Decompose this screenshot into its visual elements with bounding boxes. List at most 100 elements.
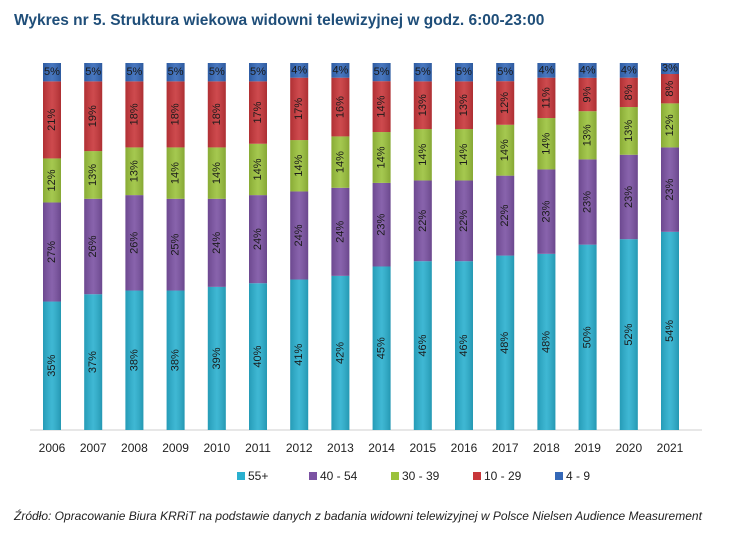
data-label-2013-0: 42% <box>334 342 346 364</box>
bar-shade-2013-0 <box>331 275 350 430</box>
x-tick-label: 2006 <box>39 441 66 455</box>
x-tick-label: 2021 <box>657 441 684 455</box>
data-label-2016-4: 5% <box>456 66 472 78</box>
legend-label-0: 55+ <box>248 469 268 483</box>
data-label-2014-2: 14% <box>376 146 388 168</box>
bar-shade-2019-2 <box>578 111 597 160</box>
x-tick-labels: 2006 2007 2008 2009 2010 2011 2012 2013 2014 2015… <box>39 441 684 455</box>
legend-swatch-4 <box>555 472 563 480</box>
data-label-2010-0: 39% <box>211 347 223 369</box>
bar-shade-2006-3 <box>43 81 61 159</box>
data-label-2009-0: 38% <box>170 349 182 371</box>
data-label-2007-4: 5% <box>85 66 101 78</box>
bar-shade-2013-1 <box>331 187 350 276</box>
data-label-2011-3: 17% <box>252 101 264 123</box>
bar-shade-2018-2 <box>537 118 556 170</box>
data-label-2012-0: 41% <box>293 344 305 366</box>
bar-shade-2016-4 <box>455 63 473 82</box>
data-label-2008-4: 5% <box>126 66 142 78</box>
data-label-2009-1: 25% <box>170 233 182 255</box>
data-label-2010-1: 24% <box>211 232 223 254</box>
data-label-2011-2: 14% <box>252 158 264 180</box>
data-label-2020-4: 4% <box>621 64 637 76</box>
bar-shade-2021-1 <box>661 147 679 232</box>
legend-swatch-1 <box>309 472 317 480</box>
bar-shade-2010-3 <box>207 81 226 148</box>
bar-shade-2011-3 <box>249 81 267 144</box>
bar-shade-2017-3 <box>496 81 515 125</box>
data-label-2007-3: 19% <box>87 105 99 127</box>
stacked-bar-chart: 35% 27% 12% 21% 5% 37% 26% 13% 19% 5% 38% 26% 13% 18%… <box>30 63 702 483</box>
data-label-2007-0: 37% <box>87 351 99 373</box>
data-label-2018-4: 4% <box>538 64 554 76</box>
legend-label-1: 40 - 54 <box>320 469 358 483</box>
data-label-2019-1: 23% <box>582 191 594 213</box>
bar-shade-2009-0 <box>166 290 185 430</box>
data-label-2006-4: 5% <box>44 66 60 78</box>
bar-shade-2008-1 <box>125 195 144 291</box>
x-tick-label: 2017 <box>492 441 519 455</box>
data-label-2015-0: 46% <box>417 334 429 356</box>
bar-shade-2020-2 <box>619 107 638 155</box>
data-label-2016-3: 13% <box>458 94 470 116</box>
bar-shade-2017-2 <box>496 124 515 176</box>
bar-shade-2020-4 <box>619 63 638 78</box>
bar-shade-2012-2 <box>290 140 309 192</box>
data-label-2016-1: 22% <box>458 210 470 232</box>
x-tick-label: 2015 <box>409 441 436 455</box>
bar-shade-2018-4 <box>537 63 556 78</box>
data-label-2018-2: 14% <box>540 133 552 155</box>
legend-swatch-0 <box>237 472 245 480</box>
data-label-2008-2: 13% <box>128 160 140 182</box>
data-label-2015-2: 14% <box>417 144 429 166</box>
bar-shade-2011-1 <box>249 195 267 284</box>
bar-shade-2019-3 <box>578 77 597 112</box>
bar-shade-2013-3 <box>331 77 350 137</box>
bar-shade-2020-3 <box>619 77 638 108</box>
data-label-2009-3: 18% <box>170 103 182 125</box>
data-label-2013-4: 4% <box>332 64 348 76</box>
data-label-2006-0: 35% <box>46 355 58 377</box>
data-label-2006-3: 21% <box>46 109 58 131</box>
bar-shade-2017-1 <box>496 175 515 256</box>
bar-shade-2013-2 <box>331 136 350 188</box>
data-label-2012-1: 24% <box>293 224 305 246</box>
bar-shade-2021-2 <box>661 103 679 148</box>
data-label-2021-2: 12% <box>664 114 676 136</box>
chart-title: Wykres nr 5. Struktura wiekowa widowni t… <box>14 12 545 29</box>
bar-shade-2019-0 <box>578 244 597 430</box>
data-label-2013-1: 24% <box>334 221 346 243</box>
data-label-2016-2: 14% <box>458 144 470 166</box>
x-tick-label: 2011 <box>245 441 271 455</box>
bar-shade-2010-1 <box>207 198 226 287</box>
bar-shade-2006-0 <box>43 301 61 430</box>
bar-shade-2014-3 <box>372 81 391 133</box>
x-tick-label: 2019 <box>574 441 601 455</box>
data-label-2021-0: 54% <box>664 320 676 342</box>
data-label-2020-1: 23% <box>623 186 635 208</box>
data-label-2020-3: 8% <box>623 84 635 100</box>
x-tick-label: 2008 <box>121 441 148 455</box>
bar-shade-2016-0 <box>455 261 473 430</box>
bar-shade-2009-2 <box>166 147 185 199</box>
bar-shade-2006-2 <box>43 158 61 203</box>
bar-shade-2012-0 <box>290 279 309 430</box>
bar-shade-2017-4 <box>496 63 515 82</box>
data-label-2017-3: 12% <box>499 92 511 114</box>
x-tick-label: 2012 <box>286 441 313 455</box>
data-label-2019-3: 9% <box>582 86 594 102</box>
bar-shade-2009-1 <box>166 198 185 291</box>
data-label-2021-1: 23% <box>664 178 676 200</box>
bar-shade-2015-3 <box>413 81 432 130</box>
data-label-2006-1: 27% <box>46 241 58 263</box>
data-label-2008-3: 18% <box>128 103 140 125</box>
bar-shade-2006-1 <box>43 202 61 302</box>
data-label-2017-1: 22% <box>499 204 511 226</box>
data-label-2017-2: 14% <box>499 139 511 161</box>
bar-shade-2010-4 <box>207 63 226 82</box>
bar-shade-2011-4 <box>249 63 267 82</box>
bar-shade-2021-4 <box>661 63 679 75</box>
bars-group: 35% 27% 12% 21% 5% 37% 26% 13% 19% 5% 38% 26% 13% 18%… <box>43 63 679 430</box>
bar-shade-2010-2 <box>207 147 226 199</box>
bar-shade-2011-0 <box>249 283 267 430</box>
